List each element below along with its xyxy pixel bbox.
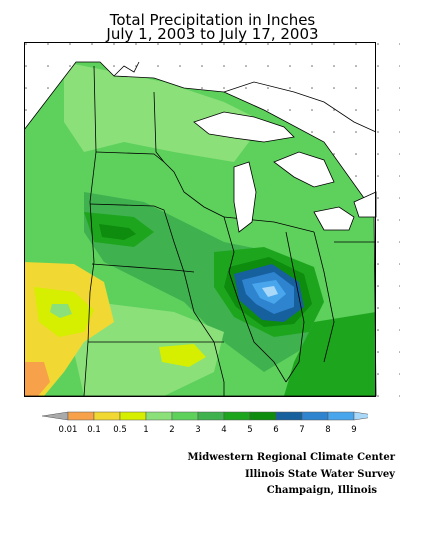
- legend-swatch: [67, 411, 95, 421]
- legend-label: 6: [273, 425, 278, 435]
- legend-swatch: [145, 411, 173, 421]
- precip-zone-iowa-core: [99, 224, 136, 240]
- legend-label: 7: [299, 425, 304, 435]
- legend-swatch: [171, 411, 199, 421]
- legend-label: 8: [325, 425, 330, 435]
- legend-swatch: [93, 411, 121, 421]
- precip-zone-southwest-orange: [24, 362, 50, 396]
- legend-label: 1: [143, 425, 148, 435]
- legend-swatch: [197, 411, 225, 421]
- legend-swatch: [41, 411, 69, 421]
- precip-zone-southeast-green: [284, 312, 376, 396]
- legend-label: 0.5: [113, 425, 127, 435]
- legend-swatch: [301, 411, 329, 421]
- map-title-line1: Total Precipitation in Inches: [109, 11, 316, 29]
- map-frame: [24, 42, 376, 397]
- legend-label: 5: [247, 425, 252, 435]
- precip-zone-north-light: [64, 62, 264, 162]
- map-title-line2: July 1, 2003 to July 17, 2003: [106, 25, 319, 43]
- legend-label: 0.01: [59, 425, 78, 435]
- legend-swatch: [275, 411, 303, 421]
- precipitation-map: [24, 42, 400, 402]
- legend-label: 9: [351, 425, 356, 435]
- precip-zone-missouri-lime: [159, 344, 206, 367]
- precipitation-legend: 0.01 0.1 0.5 1 2 3 4 5 6 7 8 9: [41, 411, 368, 435]
- precip-zone-illinois-core: [262, 286, 278, 297]
- legend-label: 4: [221, 425, 226, 435]
- legend-swatch: [327, 411, 355, 421]
- legend-swatch: [353, 411, 368, 421]
- credit-mrcc: Midwestern Regional Climate Center: [187, 452, 395, 463]
- legend-label: 0.1: [87, 425, 101, 435]
- legend-label: 2: [169, 425, 174, 435]
- legend-swatch: [249, 411, 277, 421]
- legend-label: 3: [195, 425, 200, 435]
- precip-zone-south-light: [74, 302, 224, 396]
- canada-coastline: [113, 61, 377, 133]
- credit-isws: Illinois State Water Survey: [244, 469, 395, 480]
- legend-swatch: [119, 411, 147, 421]
- precip-zone-west-greenpatch: [50, 304, 72, 318]
- credit-location: Champaign, Illinois: [266, 485, 377, 496]
- legend-swatch: [223, 411, 251, 421]
- great-lakes-outline: [193, 111, 377, 233]
